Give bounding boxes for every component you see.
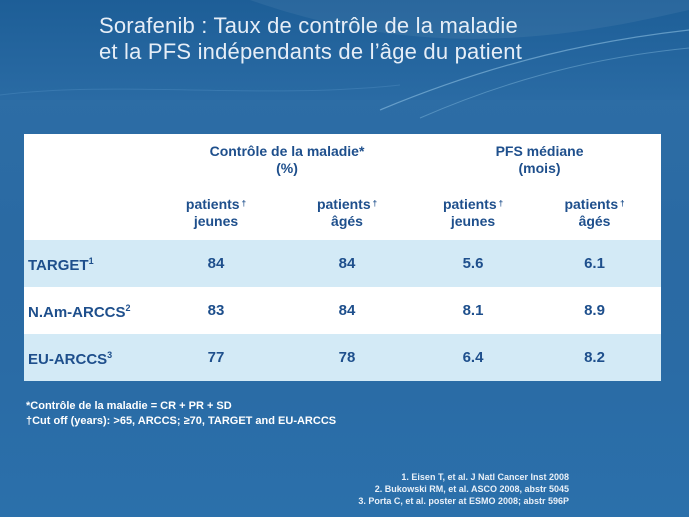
sub-header-line: patients xyxy=(185,196,240,212)
title-line-2: et la PFS indépendants de l’âge du patie… xyxy=(99,39,523,64)
sub-header-young-dc: patients † jeunes xyxy=(156,186,276,240)
table-cell: 6.1 xyxy=(528,240,662,287)
empty-header-cell xyxy=(24,134,156,186)
sub-header-row: patients † jeunes patients † âgés patients… xyxy=(24,186,661,240)
sub-header-line: âgés xyxy=(331,213,363,229)
results-table: Contrôle de la maladie* (%) PFS médiane … xyxy=(24,134,662,381)
sub-header-old-pfs: patients † âgés xyxy=(528,186,661,240)
group-header-row: Contrôle de la maladie* (%) PFS médiane … xyxy=(24,134,661,186)
table-cell: 83 xyxy=(207,302,225,319)
table-cell: 8.2 xyxy=(528,334,662,381)
sub-header-line: jeunes xyxy=(193,213,239,229)
sub-header-line: patients xyxy=(564,196,619,212)
reference-item: 1. Eisen T, et al. J Natl Cancer Inst 20… xyxy=(401,472,569,482)
group-header-unit: (%) xyxy=(276,160,298,176)
row-label-text: TARGET xyxy=(28,257,89,274)
group-header-line: Contrôle de la maladie* xyxy=(209,143,365,159)
sub-header-line: âgés xyxy=(578,213,611,229)
table-cell: 8.1 xyxy=(462,302,484,319)
table-cell: 84 xyxy=(338,302,356,319)
table-row: EU-ARCCS3 77 78 6.4 8.2 xyxy=(24,334,662,381)
sub-header-young-pfs: patients † jeunes xyxy=(418,186,528,240)
table-cell: 78 xyxy=(276,334,419,381)
table-cell: 8.9 xyxy=(584,302,605,319)
sub-header-line: patients xyxy=(316,196,371,212)
header-band xyxy=(0,0,689,100)
table-row: N.Am-ARCCS2 83 84 8.1 8.9 xyxy=(24,287,661,334)
reference-item: 3. Porta C, et al. poster at ESMO 2008; … xyxy=(358,496,569,506)
reference-sup: 1 xyxy=(88,256,94,266)
sub-header-old-dc: patients † âgés xyxy=(276,186,418,240)
row-label: TARGET1 xyxy=(24,240,156,287)
sub-header-line: patients xyxy=(442,196,497,212)
group-header-disease-control: Contrôle de la maladie* (%) xyxy=(156,134,418,186)
row-label: EU-ARCCS3 xyxy=(24,334,156,381)
footnote-cutoff: †Cut off (years): >65, ARCCS; ≥70, TARGE… xyxy=(26,415,337,427)
row-label-text: N.Am-ARCCS xyxy=(28,304,126,321)
slide-title: Sorafenib : Taux de contrôle de la malad… xyxy=(99,13,679,65)
footnotes: *Contrôle de la maladie = CR + PR + SD †… xyxy=(26,399,336,429)
table-cell: 77 xyxy=(156,334,276,381)
reference-sup: 2 xyxy=(125,303,131,313)
row-label-text: EU-ARCCS xyxy=(28,351,108,368)
footnote-disease-control: *Contrôle de la maladie = CR + PR + SD xyxy=(26,400,232,412)
dagger-mark: † xyxy=(372,199,378,208)
row-label: N.Am-ARCCS2 xyxy=(24,287,156,334)
group-header-pfs: PFS médiane (mois) xyxy=(418,134,661,186)
table-cell: 84 xyxy=(156,240,276,287)
table-cell: 5.6 xyxy=(418,240,529,287)
table-cell: 84 xyxy=(276,240,419,287)
dagger-mark: † xyxy=(620,199,625,208)
group-header-unit: (mois) xyxy=(518,160,561,176)
group-header-line: PFS médiane xyxy=(495,143,584,159)
references: 1. Eisen T, et al. J Natl Cancer Inst 20… xyxy=(358,471,569,507)
dagger-mark: † xyxy=(498,199,504,208)
empty-header-cell xyxy=(24,186,156,240)
decorative-swirl xyxy=(0,0,689,119)
dagger-mark: † xyxy=(241,199,247,208)
reference-item: 2. Bukowski RM, et al. ASCO 2008, abstr … xyxy=(374,484,569,494)
reference-sup: 3 xyxy=(107,350,113,360)
table-row: TARGET1 84 84 5.6 6.1 xyxy=(24,240,662,287)
title-line-1: Sorafenib : Taux de contrôle de la malad… xyxy=(99,13,518,38)
sub-header-line: jeunes xyxy=(450,213,496,229)
table-cell: 6.4 xyxy=(418,334,529,381)
